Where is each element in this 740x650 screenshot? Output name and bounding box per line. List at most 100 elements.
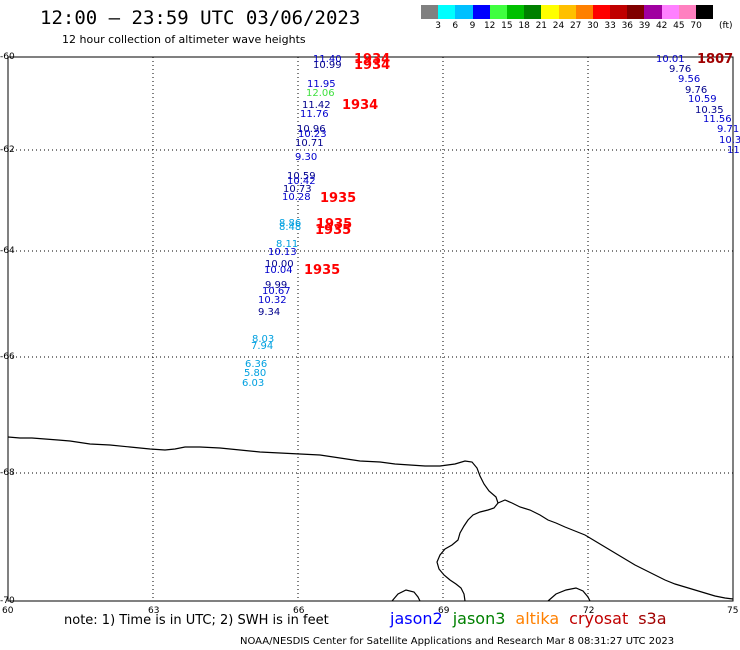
wave-height-label: 6.36 (245, 359, 268, 370)
legend-label: 6 (452, 21, 459, 31)
wave-height-label: 10.32 (258, 295, 287, 306)
pass-time-label: 1934 (342, 98, 379, 113)
legend-label: 70 (690, 21, 702, 31)
wave-height-label: 9.71 (717, 124, 740, 135)
wave-height-label: 9.76 (669, 64, 692, 75)
pass-time-label: 1807 (697, 52, 734, 67)
coastline-antarctica-southeast (547, 587, 591, 602)
latitude-label: -62 (0, 145, 15, 155)
legend-swatch (455, 5, 473, 19)
wave-height-label: 10.00 (265, 259, 294, 270)
longitude-label: 66 (293, 606, 305, 616)
map-title: 12:00 – 23:59 UTC 03/06/2023 (40, 7, 361, 29)
map-frame (7, 56, 734, 602)
legend-label: 27 (569, 21, 582, 31)
wave-height-label: 11 (727, 145, 740, 156)
coastline-antarctica (7, 436, 499, 602)
legend-label: 3 (435, 21, 441, 31)
coastline-antarctica-south (391, 589, 421, 602)
wave-height-label: 8.86 (279, 218, 302, 229)
legend-label: 36 (621, 21, 634, 31)
pass-time-label: 1935 (315, 223, 352, 238)
wave-height-label: 10.59 (287, 171, 316, 182)
satellite-legend-jason2: jason2 (390, 609, 443, 628)
wave-height-label: 10.01 (656, 54, 685, 65)
longitude-label: 69 (438, 606, 450, 616)
footer-note: note: 1) Time is in UTC; 2) SWH is in fe… (64, 613, 329, 628)
legend-label: 15 (501, 21, 513, 31)
pass-time-label: 1935 (316, 217, 353, 232)
longitude-label: 60 (2, 606, 14, 616)
legend-swatch (506, 5, 525, 19)
longitude-label: 75 (727, 606, 739, 616)
wave-height-label: 10.59 (688, 94, 717, 105)
legend-swatch (592, 5, 611, 19)
legend-label: 30 (587, 21, 599, 31)
wave-height-label: 10.42 (287, 176, 316, 187)
wave-height-label: 11.56 (703, 114, 732, 125)
wave-height-label: 11.95 (307, 79, 336, 90)
latitude-label: -70 (0, 596, 15, 606)
wave-height-label: 7.94 (251, 341, 274, 352)
legend-label: 24 (552, 21, 565, 31)
legend-label: 12 (483, 21, 496, 31)
legend-label: 42 (655, 21, 668, 31)
wave-height-label: 10.73 (283, 184, 312, 195)
wave-height-label: 10.35 (695, 105, 724, 116)
satellite-legend-s3a: s3a (638, 609, 667, 628)
wave-height-label: 5.80 (244, 368, 267, 379)
wave-height-label: 11.40 (313, 54, 342, 65)
latitude-label: -60 (0, 52, 15, 62)
wave-height-label: 6.03 (242, 378, 265, 389)
legend-label: 18 (518, 21, 530, 31)
legend-label: 33 (604, 21, 616, 31)
wave-height-label: 11.76 (300, 109, 329, 120)
pass-time-label: 1935 (320, 191, 357, 206)
wave-height-label: 11.42 (302, 100, 331, 111)
satellite-legend-altika: altika (515, 609, 560, 628)
legend-swatch (575, 5, 593, 19)
wave-height-label: 10.71 (295, 138, 324, 149)
latitude-label: -64 (0, 246, 15, 256)
legend-swatch (627, 5, 645, 19)
legend-label: 9 (469, 21, 476, 31)
satellite-legend: jason2 jason3 altika cryosat s3a (390, 609, 677, 628)
wave-height-label: 9.34 (258, 307, 281, 318)
legend-swatch (610, 5, 628, 19)
legend-swatch (644, 5, 662, 19)
legend-label: 45 (673, 21, 685, 31)
legend-swatch (524, 5, 542, 19)
latitude-label: -68 (0, 468, 15, 478)
wave-height-label: 10.13 (268, 247, 297, 258)
wave-height-label: 8.11 (276, 239, 299, 250)
longitude-label: 72 (583, 606, 595, 616)
legend-swatch (421, 5, 439, 19)
wave-height-label: 9.30 (295, 152, 318, 163)
wave-height-label: 8.03 (252, 334, 275, 345)
legend-swatch (661, 5, 679, 19)
latitude-label: -66 (0, 352, 15, 362)
wave-height-label: 10.99 (313, 60, 342, 71)
wave-height-label: 8.48 (279, 222, 302, 233)
legend-swatch (472, 5, 490, 19)
longitude-label: 63 (148, 606, 160, 616)
wave-height-label: 10.28 (282, 192, 311, 203)
legend-label: 21 (535, 21, 548, 31)
wave-height-label: 10.04 (264, 265, 293, 276)
wave-height-label: 9.99 (265, 280, 288, 291)
satellite-legend-cryosat: cryosat (569, 609, 629, 628)
map-subtitle: 12 hour collection of altimeter wave hei… (62, 33, 306, 46)
wave-height-label: 10.96 (297, 124, 326, 135)
legend-swatch (541, 5, 559, 19)
wave-height-label: 10.23 (298, 129, 327, 140)
pass-time-label: 1934 (354, 52, 391, 67)
wave-height-label: 10.3 (719, 135, 740, 146)
wave-height-label: 10.67 (262, 286, 291, 297)
pass-time-label: 1935 (304, 263, 341, 278)
color-legend-unit: (ft) (719, 21, 733, 31)
map-graticule (8, 57, 733, 601)
pass-time-label: 1934 (354, 58, 391, 73)
legend-label: 39 (638, 21, 651, 31)
wave-height-label: 12.06 (306, 88, 335, 99)
color-legend-bar (421, 5, 714, 19)
